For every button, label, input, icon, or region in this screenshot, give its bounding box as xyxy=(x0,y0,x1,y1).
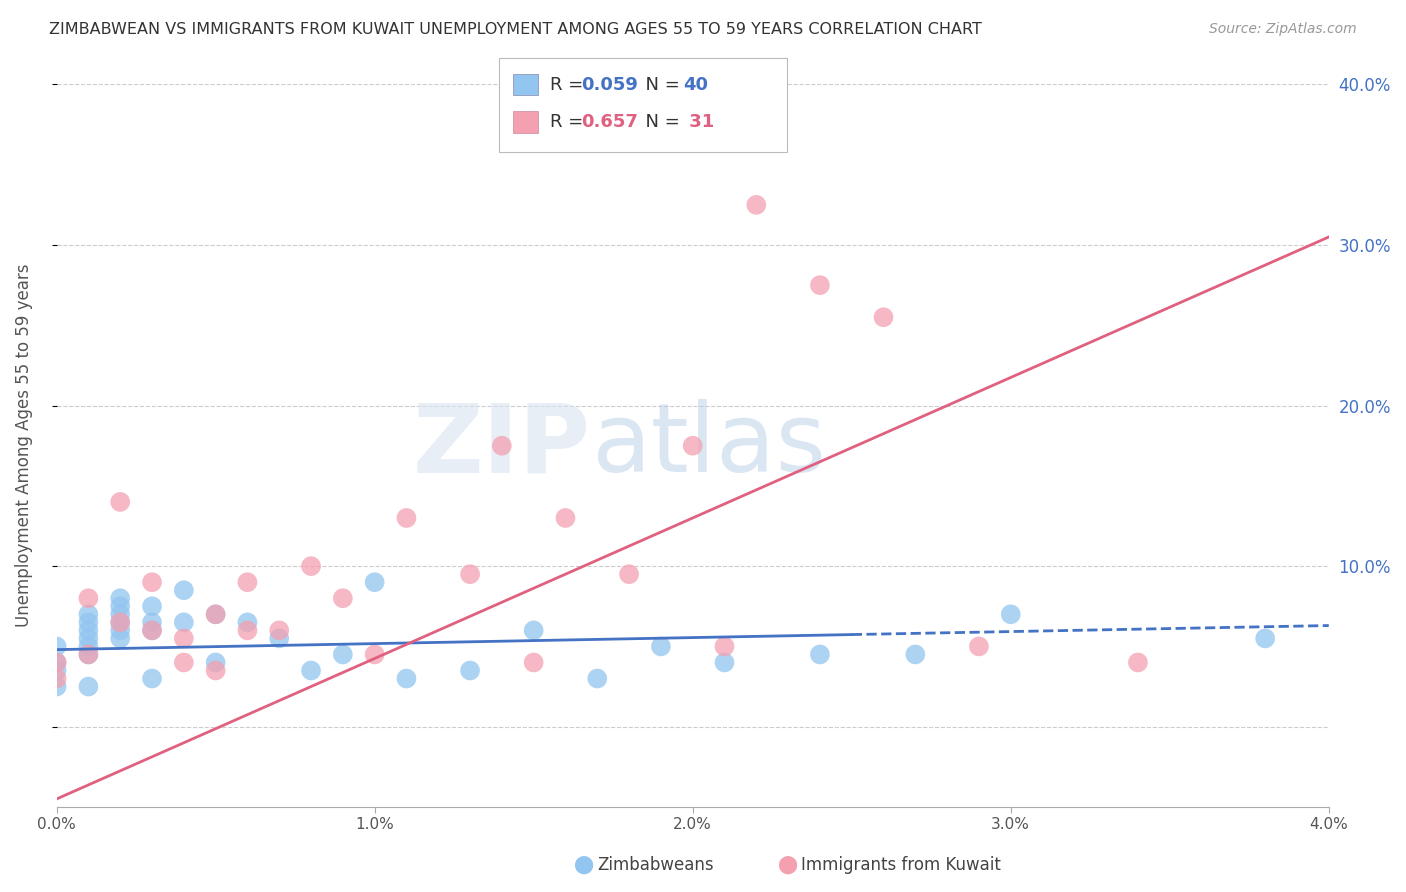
Point xyxy=(141,624,163,638)
Point xyxy=(808,648,831,662)
Point xyxy=(77,591,100,606)
Text: 40: 40 xyxy=(683,76,709,94)
Point xyxy=(204,664,226,678)
Point xyxy=(904,648,927,662)
Point xyxy=(45,664,67,678)
Y-axis label: Unemployment Among Ages 55 to 59 years: Unemployment Among Ages 55 to 59 years xyxy=(15,264,32,627)
Point xyxy=(77,640,100,654)
Point xyxy=(110,599,132,614)
Point xyxy=(110,615,132,630)
Text: 31: 31 xyxy=(683,113,714,131)
Point xyxy=(713,640,735,654)
Point xyxy=(45,640,67,654)
Text: atlas: atlas xyxy=(591,400,827,492)
Point xyxy=(45,680,67,694)
Point xyxy=(332,591,354,606)
Point xyxy=(77,680,100,694)
Text: Source: ZipAtlas.com: Source: ZipAtlas.com xyxy=(1209,22,1357,37)
Point xyxy=(491,439,513,453)
Point xyxy=(363,648,385,662)
Point xyxy=(77,648,100,662)
Point xyxy=(967,640,990,654)
Point xyxy=(77,624,100,638)
Text: N =: N = xyxy=(634,76,686,94)
Point xyxy=(332,648,354,662)
Text: ⬤: ⬤ xyxy=(574,856,593,874)
Point xyxy=(554,511,576,525)
Point xyxy=(141,615,163,630)
Text: R =: R = xyxy=(550,113,589,131)
Point xyxy=(77,607,100,622)
Point xyxy=(713,656,735,670)
Point xyxy=(77,632,100,646)
Point xyxy=(173,656,195,670)
Point xyxy=(204,607,226,622)
Point xyxy=(141,575,163,590)
Text: ⬤: ⬤ xyxy=(778,856,797,874)
Point xyxy=(523,624,546,638)
Point xyxy=(745,198,768,212)
Point xyxy=(299,559,322,574)
Point xyxy=(45,656,67,670)
Point xyxy=(204,607,226,622)
Point xyxy=(236,575,259,590)
Point xyxy=(77,648,100,662)
Point xyxy=(458,567,481,582)
Point xyxy=(141,672,163,686)
Point xyxy=(395,511,418,525)
Point xyxy=(141,624,163,638)
Point xyxy=(204,656,226,670)
Text: ZIMBABWEAN VS IMMIGRANTS FROM KUWAIT UNEMPLOYMENT AMONG AGES 55 TO 59 YEARS CORR: ZIMBABWEAN VS IMMIGRANTS FROM KUWAIT UNE… xyxy=(49,22,981,37)
Point xyxy=(617,567,640,582)
Point xyxy=(173,615,195,630)
Point xyxy=(1000,607,1022,622)
Point xyxy=(299,664,322,678)
Point xyxy=(110,624,132,638)
Text: R =: R = xyxy=(550,76,589,94)
Point xyxy=(77,615,100,630)
Point xyxy=(269,632,291,646)
Text: ZIP: ZIP xyxy=(413,400,591,492)
Point xyxy=(236,615,259,630)
Point xyxy=(872,310,894,325)
Point xyxy=(173,632,195,646)
Point xyxy=(173,583,195,598)
Point xyxy=(808,278,831,293)
Point xyxy=(110,607,132,622)
Point xyxy=(110,632,132,646)
Point xyxy=(395,672,418,686)
Text: 0.657: 0.657 xyxy=(581,113,637,131)
Text: Zimbabweans: Zimbabweans xyxy=(598,856,714,874)
Text: N =: N = xyxy=(634,113,686,131)
Point xyxy=(110,495,132,509)
Point xyxy=(269,624,291,638)
Point xyxy=(586,672,609,686)
Point xyxy=(141,599,163,614)
Point xyxy=(682,439,704,453)
Point xyxy=(1126,656,1149,670)
Point xyxy=(45,656,67,670)
Point xyxy=(110,615,132,630)
Point xyxy=(363,575,385,590)
Point xyxy=(45,672,67,686)
Point xyxy=(458,664,481,678)
Point xyxy=(110,591,132,606)
Text: 0.059: 0.059 xyxy=(581,76,637,94)
Text: Immigrants from Kuwait: Immigrants from Kuwait xyxy=(801,856,1001,874)
Point xyxy=(236,624,259,638)
Point xyxy=(650,640,672,654)
Point xyxy=(1254,632,1277,646)
Point xyxy=(523,656,546,670)
